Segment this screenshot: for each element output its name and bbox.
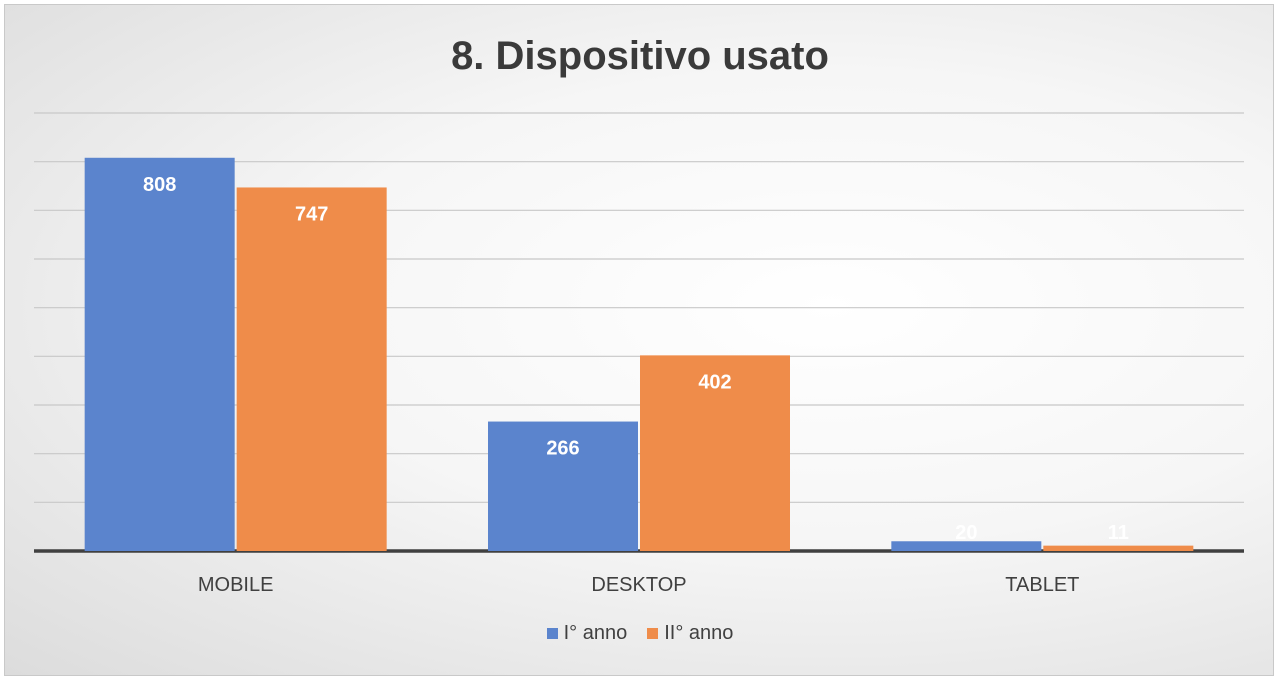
gridlines	[34, 112, 1244, 553]
legend-swatch-series-1	[546, 628, 558, 639]
data-label: 11	[1108, 522, 1129, 544]
data-label: 402	[698, 371, 731, 393]
data-label: 20	[955, 522, 977, 544]
x-tick-label: MOBILE	[198, 574, 274, 596]
x-tick-labels: MOBILE DESKTOP TABLET	[198, 574, 1080, 596]
bar-tablet-series-1	[891, 541, 1042, 551]
bar-desktop-series-2	[640, 355, 790, 551]
legend-label-series-1: I° anno	[563, 622, 628, 644]
legend-label-series-2: II° anno	[664, 622, 734, 644]
chart-title: 8. Dispositivo usato	[451, 34, 829, 78]
data-labels: 808 747 266 402 20 11	[143, 174, 1129, 544]
legend-swatch-series-2	[647, 628, 659, 639]
data-label: 266	[546, 438, 579, 460]
data-label: 747	[295, 203, 328, 225]
legend-item-series-2: II° anno	[647, 622, 733, 645]
bar-tablet-series-2	[1043, 545, 1194, 551]
bar-mobile-series-1	[84, 157, 235, 552]
legend-item-series-1: I° anno	[546, 622, 628, 645]
x-tick-label: DESKTOP	[591, 574, 686, 596]
legend: I° anno II° anno	[0, 622, 1280, 645]
bar-mobile-series-2	[236, 187, 387, 551]
data-label: 808	[143, 174, 176, 196]
x-tick-label: TABLET	[1005, 574, 1079, 596]
bars	[84, 157, 1194, 552]
bar-desktop-series-1	[488, 421, 638, 551]
